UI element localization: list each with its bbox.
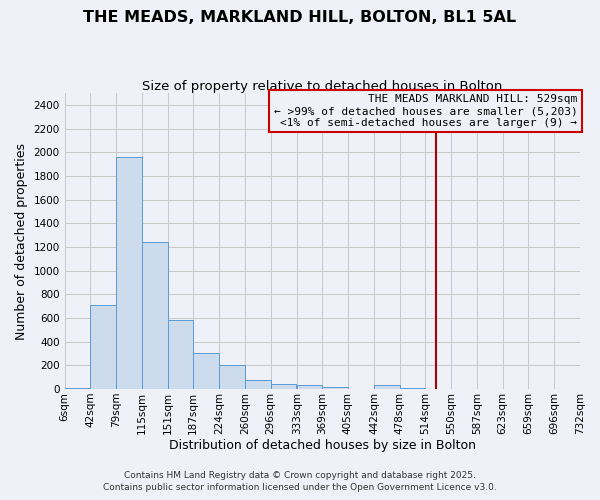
- Bar: [400, 388, 425, 389]
- Bar: [116, 157, 142, 389]
- Text: Contains HM Land Registry data © Crown copyright and database right 2025.
Contai: Contains HM Land Registry data © Crown c…: [103, 471, 497, 492]
- Bar: [245, 380, 271, 389]
- Text: THE MEADS MARKLAND HILL: 529sqm
← >99% of detached houses are smaller (5,203)
<1: THE MEADS MARKLAND HILL: 529sqm ← >99% o…: [274, 94, 577, 128]
- Bar: [65, 388, 90, 389]
- Bar: [167, 320, 193, 389]
- Bar: [193, 353, 218, 389]
- Bar: [90, 305, 116, 389]
- X-axis label: Distribution of detached houses by size in Bolton: Distribution of detached houses by size …: [169, 440, 476, 452]
- Text: THE MEADS, MARKLAND HILL, BOLTON, BL1 5AL: THE MEADS, MARKLAND HILL, BOLTON, BL1 5A…: [83, 10, 517, 25]
- Title: Size of property relative to detached houses in Bolton: Size of property relative to detached ho…: [142, 80, 503, 93]
- Bar: [142, 242, 167, 389]
- Bar: [271, 384, 296, 389]
- Bar: [322, 388, 348, 389]
- Bar: [374, 385, 400, 389]
- Y-axis label: Number of detached properties: Number of detached properties: [15, 142, 28, 340]
- Bar: [220, 366, 245, 389]
- Bar: [297, 386, 322, 389]
